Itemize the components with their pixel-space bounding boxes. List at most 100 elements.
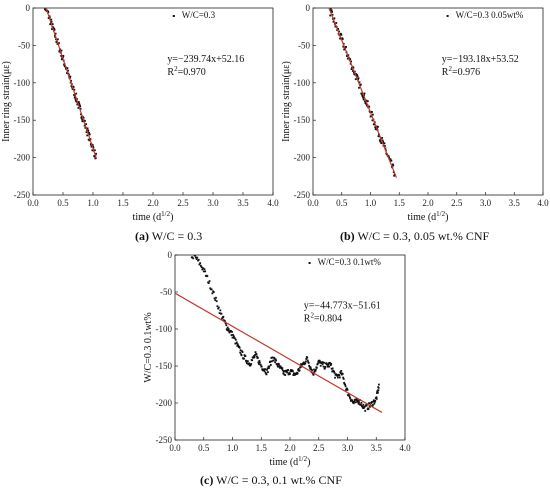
data-point <box>356 75 359 78</box>
data-point <box>346 57 349 60</box>
data-point <box>307 362 310 364</box>
data-point <box>296 372 299 375</box>
data-point <box>290 369 292 371</box>
data-point <box>258 360 261 362</box>
data-point <box>371 119 374 122</box>
data-point <box>73 88 76 91</box>
data-point <box>364 409 367 412</box>
data-point <box>239 351 242 354</box>
data-point <box>302 361 305 364</box>
data-point <box>91 149 94 152</box>
y-tick-label: -50 <box>160 287 172 297</box>
data-point <box>360 92 363 95</box>
data-point <box>342 377 345 380</box>
data-point <box>83 124 86 127</box>
data-point <box>82 116 85 119</box>
data-point <box>90 145 93 148</box>
data-point <box>204 270 207 273</box>
x-tick-label: 4.0 <box>399 443 411 453</box>
data-point <box>88 133 91 136</box>
data-point <box>240 354 243 357</box>
x-tick-label: 2.5 <box>177 198 189 208</box>
data-point <box>329 364 332 366</box>
r-squared-value: =0.804 <box>314 314 342 325</box>
data-point <box>366 100 369 103</box>
data-point <box>361 95 364 98</box>
data-point <box>322 361 324 364</box>
fit-equation: y=−193.18x+53.52 <box>442 54 519 65</box>
data-point <box>86 134 89 137</box>
data-point <box>392 164 395 167</box>
data-point <box>190 253 192 255</box>
data-point <box>195 258 198 260</box>
data-point <box>322 365 325 368</box>
plot-frame <box>312 7 544 196</box>
data-point <box>313 371 316 373</box>
data-point <box>257 361 260 364</box>
data-point <box>92 146 95 149</box>
data-point <box>88 131 90 134</box>
data-point <box>327 363 330 366</box>
data-point <box>311 369 313 372</box>
data-point <box>368 402 370 404</box>
data-point <box>357 402 360 405</box>
data-point <box>373 402 376 405</box>
data-point <box>199 264 202 267</box>
data-point <box>339 372 342 375</box>
data-point <box>220 312 223 315</box>
data-point <box>281 367 284 370</box>
data-point <box>95 152 97 155</box>
data-point <box>277 365 279 368</box>
data-point <box>377 125 379 128</box>
data-point <box>279 366 281 369</box>
data-point <box>332 20 335 23</box>
data-point <box>272 359 275 362</box>
data-point <box>213 297 216 300</box>
data-point <box>328 365 331 368</box>
x-tick-label: 2.0 <box>284 443 296 453</box>
data-point <box>76 103 79 106</box>
x-axis-label-close: ) <box>445 212 448 223</box>
data-point <box>378 135 381 138</box>
data-point <box>367 408 370 410</box>
r-squared-value: =0.970 <box>178 67 206 78</box>
data-point <box>377 389 380 392</box>
data-point <box>253 356 256 358</box>
data-point <box>371 401 373 403</box>
x-tick-label: 3.0 <box>207 198 219 208</box>
x-axis-label: time (d1/2) <box>133 210 174 223</box>
data-point <box>264 368 266 371</box>
data-point <box>78 103 81 106</box>
data-point <box>73 94 75 96</box>
y-axis-label: Inner ring strain(με) <box>281 61 292 142</box>
x-tick-label: 1.0 <box>87 198 99 208</box>
data-point <box>192 257 195 260</box>
legend-marker <box>308 262 311 264</box>
data-point <box>202 270 205 273</box>
data-point <box>341 372 344 375</box>
data-point <box>372 399 375 402</box>
panel-caption-id: (a) <box>135 229 149 243</box>
data-point <box>282 370 285 373</box>
data-point <box>235 341 238 344</box>
data-point <box>69 75 72 78</box>
data-point <box>257 363 260 365</box>
data-point <box>94 157 97 160</box>
data-point <box>323 361 325 364</box>
data-point <box>74 98 77 100</box>
data-point <box>228 331 231 334</box>
r-squared-exponent: 2 <box>310 312 314 320</box>
data-point <box>230 334 233 337</box>
data-layer <box>328 8 397 178</box>
data-point <box>58 42 60 45</box>
data-point <box>340 32 342 35</box>
x-tick-label: 0.0 <box>307 198 319 208</box>
data-point <box>297 367 300 370</box>
data-point <box>371 110 373 113</box>
data-point <box>270 360 273 363</box>
data-point <box>381 139 384 142</box>
panel-caption-id: (c) <box>200 473 213 487</box>
data-point <box>70 85 73 87</box>
y-tick-label: 0 <box>168 250 173 260</box>
data-point <box>358 401 360 403</box>
